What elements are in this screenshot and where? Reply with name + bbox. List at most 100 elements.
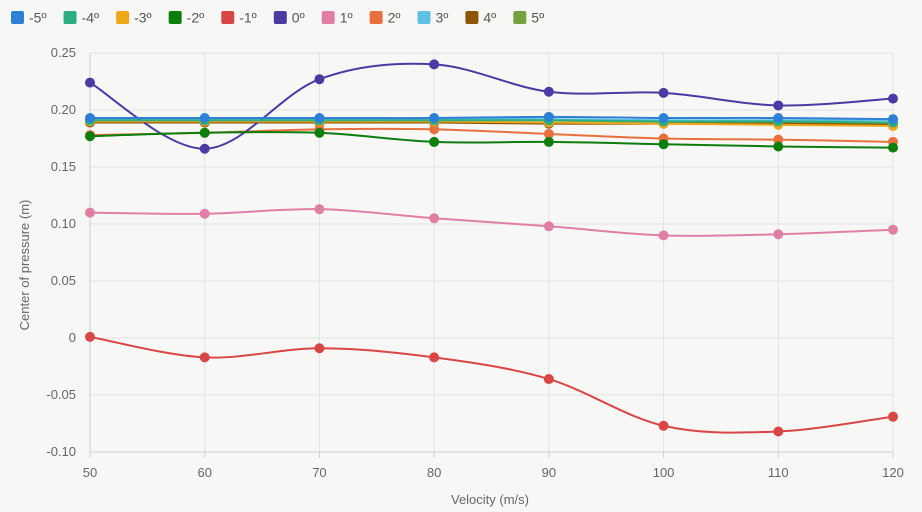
data-point[interactable]	[314, 127, 325, 138]
axes: -0.10 -0.05 0 0.05 0.10 0.15 0.20 0.25 50 60 70 80 9…	[46, 45, 903, 480]
data-point[interactable]	[85, 77, 95, 88]
data-point[interactable]	[314, 204, 325, 215]
series-6	[85, 59, 898, 154]
y-tick-label: 0.05	[51, 273, 76, 288]
legend-swatch	[63, 11, 77, 24]
data-point[interactable]	[773, 141, 784, 152]
data-point[interactable]	[888, 93, 898, 104]
legend-swatch	[369, 11, 383, 24]
legend: -5º -4º -3º -2º -1º 0º 1º 2º 3º 4º 5º	[11, 10, 544, 26]
series-5	[85, 331, 898, 437]
x-tick-label: 60	[197, 465, 211, 480]
data-point[interactable]	[429, 213, 440, 224]
legend-item[interactable]: -1º	[221, 10, 257, 26]
data-point[interactable]	[888, 142, 898, 153]
y-tick-label: 0.20	[51, 102, 76, 117]
legend-swatch	[168, 11, 182, 24]
data-point[interactable]	[773, 229, 784, 240]
legend-label: -5º	[29, 10, 47, 26]
data-point[interactable]	[658, 420, 669, 431]
series-layer	[85, 59, 898, 437]
legend-label: -4º	[82, 10, 100, 26]
data-point[interactable]	[85, 112, 95, 123]
legend-item[interactable]: 4º	[465, 10, 496, 26]
data-point[interactable]	[658, 112, 669, 123]
grid	[89, 52, 894, 453]
series-line	[89, 335, 894, 434]
x-tick-label: 90	[542, 465, 556, 480]
y-tick-label: -0.05	[46, 387, 76, 402]
legend-label: -2º	[187, 10, 205, 26]
data-point[interactable]	[658, 139, 669, 150]
legend-item[interactable]: -2º	[168, 10, 205, 26]
legend-label: -3º	[134, 10, 152, 26]
legend-item[interactable]: 1º	[321, 10, 353, 26]
legend-label: -1º	[239, 10, 257, 26]
legend-label: 5º	[531, 10, 544, 26]
data-point[interactable]	[314, 112, 325, 123]
data-point[interactable]	[888, 411, 898, 422]
legend-swatch	[11, 11, 24, 24]
data-point[interactable]	[773, 112, 784, 123]
legend-label: 2º	[388, 10, 401, 26]
data-point[interactable]	[199, 352, 210, 363]
legend-item[interactable]: 0º	[273, 10, 305, 26]
data-point[interactable]	[888, 114, 898, 125]
series-line	[89, 115, 894, 121]
y-tick-label: 0.25	[51, 45, 76, 60]
series-line	[90, 121, 894, 126]
data-point[interactable]	[773, 426, 784, 437]
data-point[interactable]	[85, 207, 95, 218]
legend-label: 4º	[483, 10, 496, 26]
data-point[interactable]	[429, 59, 440, 70]
data-point[interactable]	[429, 136, 440, 147]
legend-label: 3º	[436, 10, 449, 26]
data-point[interactable]	[429, 352, 440, 363]
legend-swatch	[513, 11, 527, 24]
legend-swatch	[465, 11, 479, 24]
data-point[interactable]	[773, 134, 784, 145]
x-tick-label: 70	[312, 465, 326, 480]
data-point[interactable]	[85, 131, 95, 142]
data-point[interactable]	[314, 74, 325, 85]
legend-item[interactable]: -3º	[116, 10, 152, 26]
legend-item[interactable]: -5º	[11, 10, 47, 26]
legend-item[interactable]: 5º	[513, 10, 544, 26]
data-point[interactable]	[314, 343, 325, 354]
data-point[interactable]	[199, 127, 210, 138]
legend-swatch	[321, 11, 335, 24]
series-line	[89, 208, 894, 237]
data-point[interactable]	[543, 136, 554, 147]
legend-swatch	[221, 11, 235, 24]
data-point[interactable]	[429, 124, 440, 135]
legend-swatch	[273, 11, 287, 24]
data-point[interactable]	[658, 230, 669, 241]
x-axis-title: Velocity (m/s)	[451, 492, 529, 507]
legend-item[interactable]: 2º	[369, 10, 401, 26]
data-point[interactable]	[199, 143, 210, 154]
legend-swatch	[417, 11, 431, 24]
data-point[interactable]	[773, 100, 784, 111]
legend-label: 0º	[292, 10, 305, 26]
legend-label: 1º	[340, 10, 353, 26]
data-point[interactable]	[543, 221, 554, 232]
data-point[interactable]	[888, 224, 898, 235]
y-tick-label: 0.10	[51, 216, 76, 231]
series-1	[85, 111, 898, 125]
legend-item[interactable]: -4º	[63, 10, 100, 26]
series-line	[89, 62, 894, 150]
data-point[interactable]	[85, 331, 95, 342]
data-point[interactable]	[658, 87, 669, 98]
data-point[interactable]	[543, 128, 554, 139]
data-point[interactable]	[543, 111, 554, 122]
data-point[interactable]	[543, 86, 554, 97]
data-point[interactable]	[543, 374, 554, 385]
y-tick-label: 0	[69, 330, 76, 345]
x-tick-label: 80	[427, 465, 441, 480]
data-point[interactable]	[199, 208, 210, 219]
legend-item[interactable]: 3º	[417, 10, 449, 26]
data-point[interactable]	[199, 112, 210, 123]
series-line	[89, 120, 894, 127]
data-point[interactable]	[429, 112, 440, 123]
